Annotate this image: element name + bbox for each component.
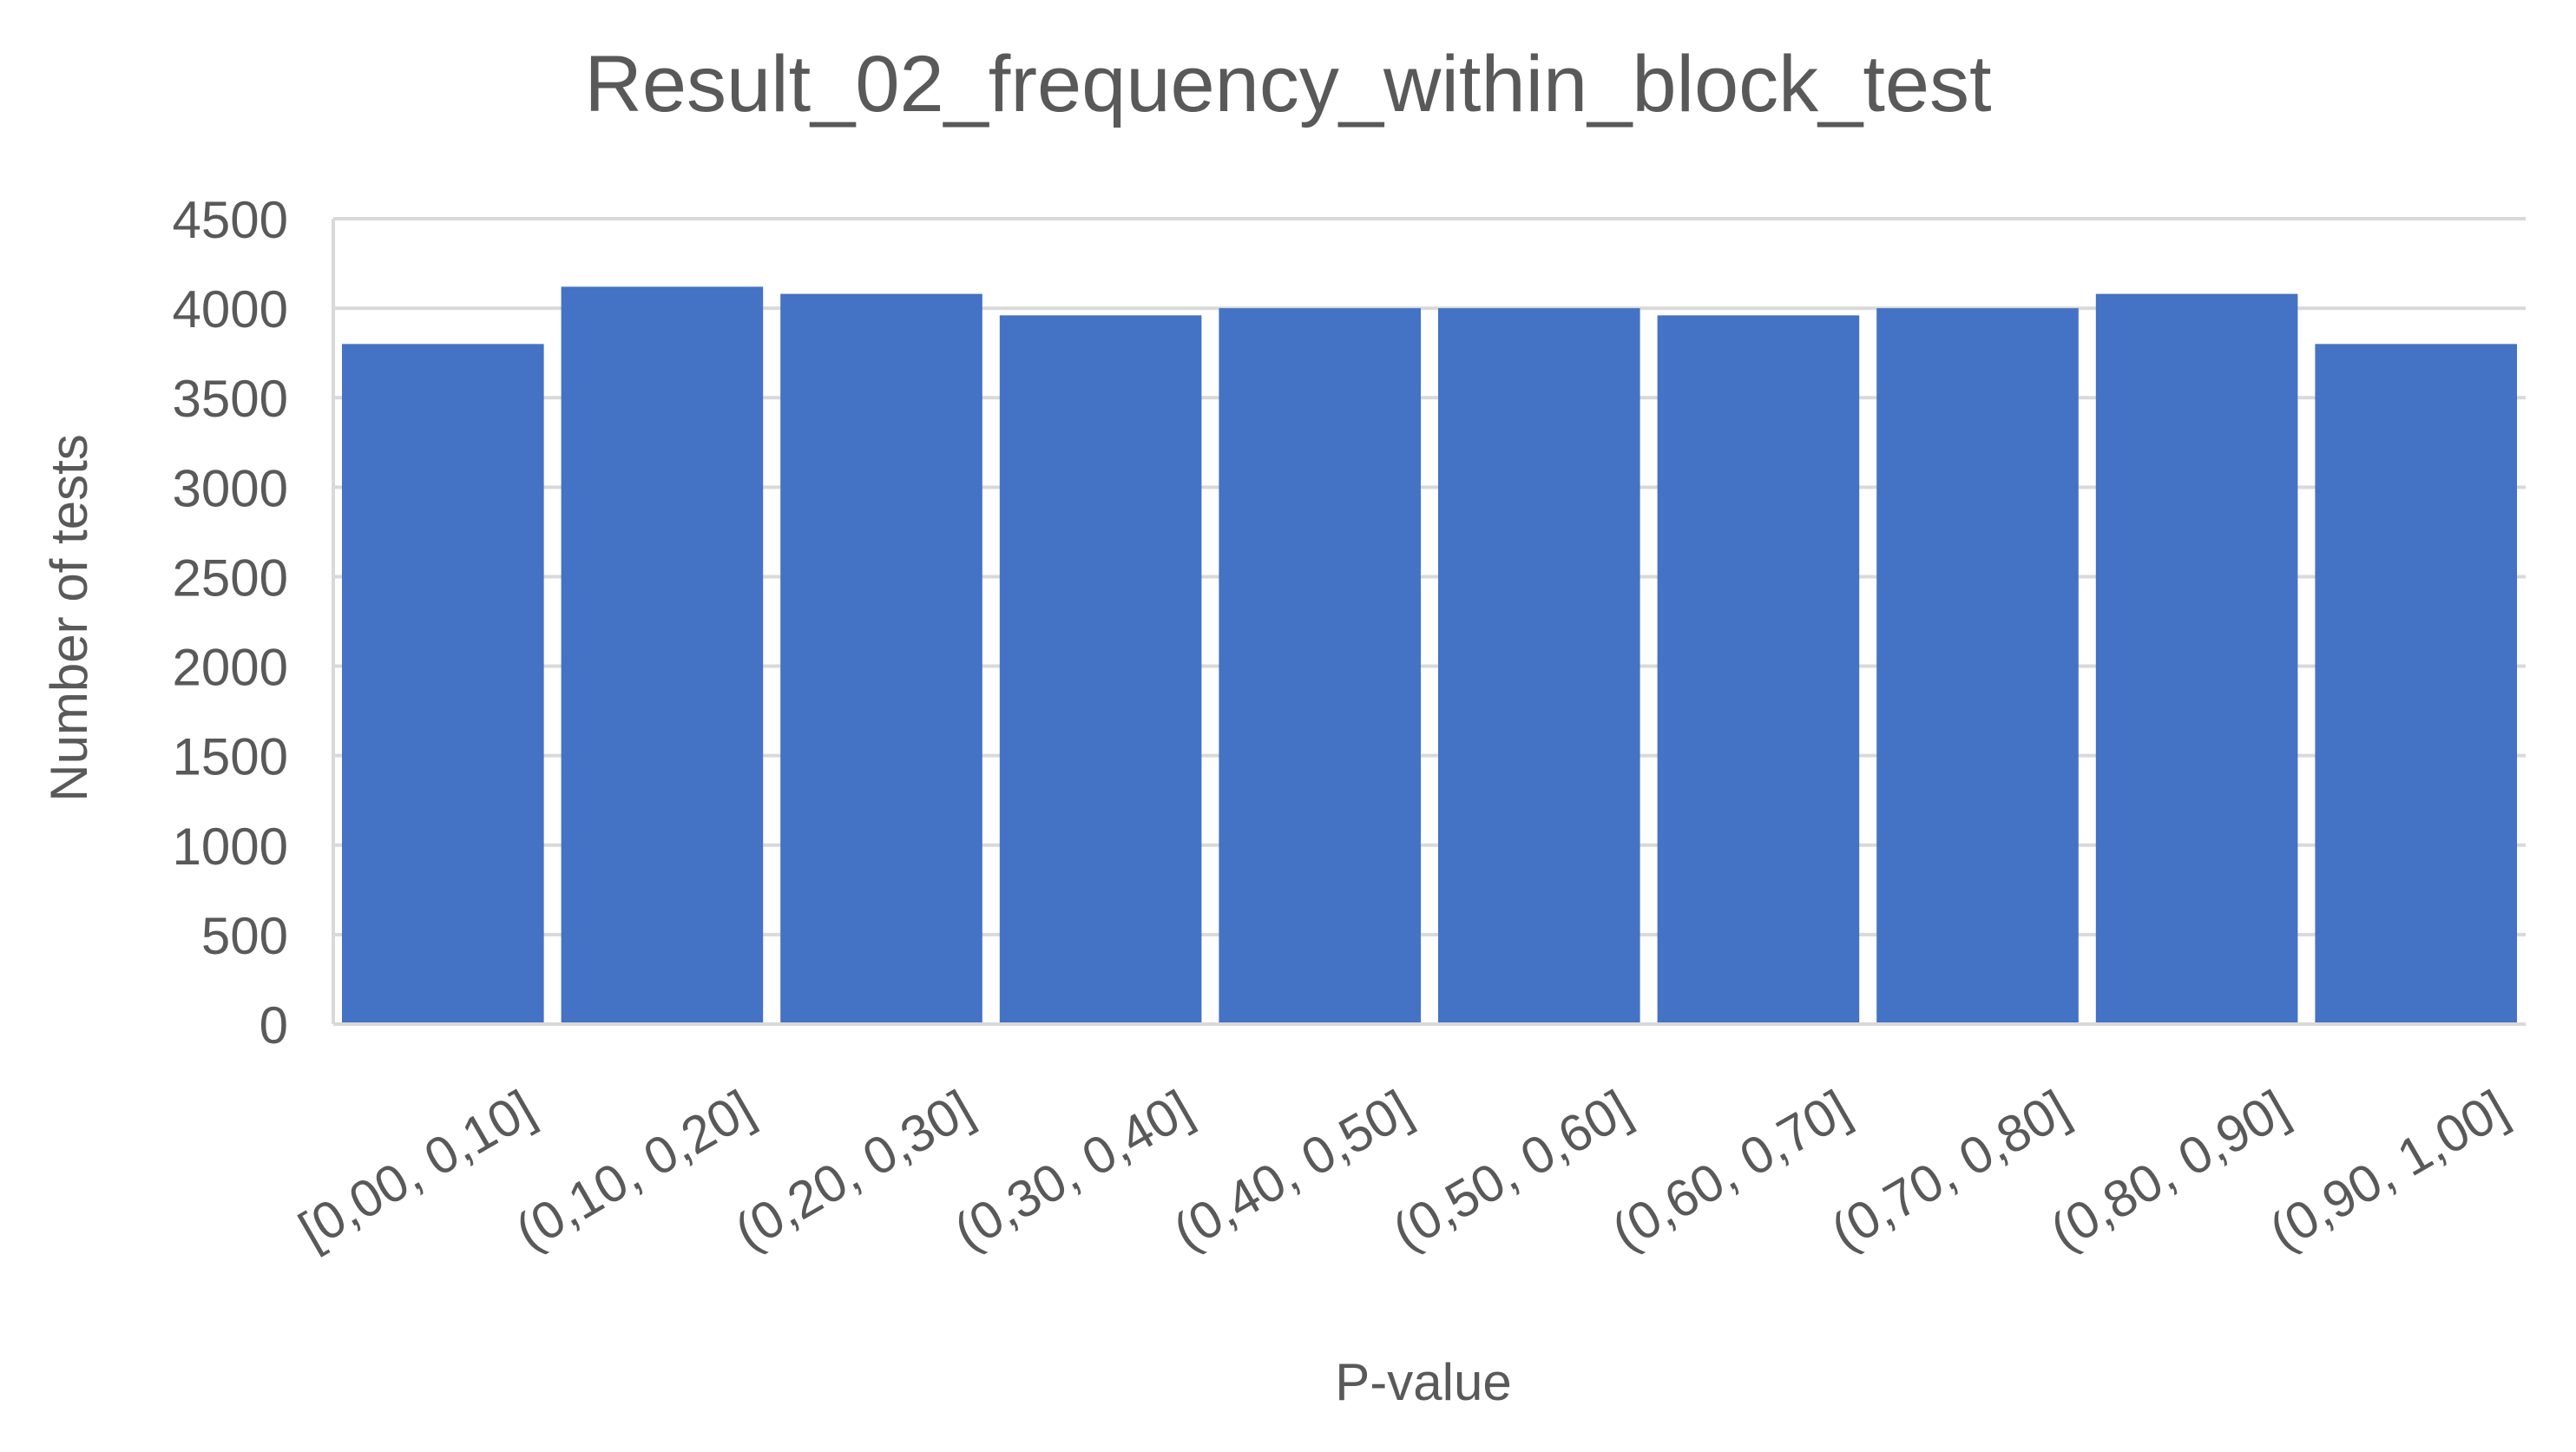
y-tick-label-1000: 1000	[173, 818, 288, 876]
x-tick-label-0: [0,00, 0,10]	[289, 1079, 544, 1259]
x-tick-label-1: (0,10, 0,20]	[506, 1079, 763, 1261]
bar-6	[1657, 315, 1860, 1024]
x-tick-label-5: (0,50, 0,60]	[1383, 1079, 1640, 1261]
bar-9	[2315, 344, 2517, 1024]
y-tick-label-2000: 2000	[173, 639, 288, 697]
bars	[342, 286, 2517, 1025]
y-tick-label-4500: 4500	[173, 191, 288, 249]
bar-5	[1438, 308, 1640, 1025]
bar-7	[1876, 308, 2079, 1025]
bar-2	[780, 293, 982, 1024]
y-tick-label-3000: 3000	[173, 459, 288, 517]
y-axis-label: Number of tests	[40, 434, 98, 802]
x-tick-labels: [0,00, 0,10](0,10, 0,20](0,20, 0,30](0,3…	[289, 1079, 2517, 1261]
y-tick-label-1500: 1500	[173, 728, 288, 786]
y-tick-label-2500: 2500	[173, 549, 288, 607]
y-tick-label-3500: 3500	[173, 370, 288, 428]
bar-3	[999, 315, 1202, 1024]
bar-8	[2095, 293, 2298, 1024]
chart-title: Result_02_frequency_within_block_test	[584, 40, 1991, 128]
y-tick-label-500: 500	[201, 907, 288, 965]
x-tick-label-9: (0,90, 1,00]	[2260, 1079, 2517, 1261]
x-tick-label-2: (0,20, 0,30]	[726, 1079, 982, 1261]
bar-0	[342, 344, 544, 1024]
x-tick-label-6: (0,60, 0,70]	[1602, 1079, 1859, 1261]
x-axis-label: P-value	[1335, 1353, 1511, 1411]
x-tick-label-3: (0,30, 0,40]	[944, 1079, 1201, 1261]
y-tick-labels: 0 500 1000 1500 2000 2500 3000 3500 4000 4500	[173, 191, 288, 1055]
x-tick-label-8: (0,80, 0,90]	[2040, 1079, 2297, 1261]
y-tick-label-4000: 4000	[173, 280, 288, 338]
x-tick-label-4: (0,40, 0,50]	[1164, 1079, 1421, 1261]
bar-1	[561, 286, 764, 1024]
bar-4	[1219, 308, 1421, 1025]
x-tick-label-7: (0,70, 0,80]	[1822, 1079, 2079, 1261]
axes	[332, 219, 2526, 1026]
y-tick-label-0: 0	[260, 996, 288, 1055]
